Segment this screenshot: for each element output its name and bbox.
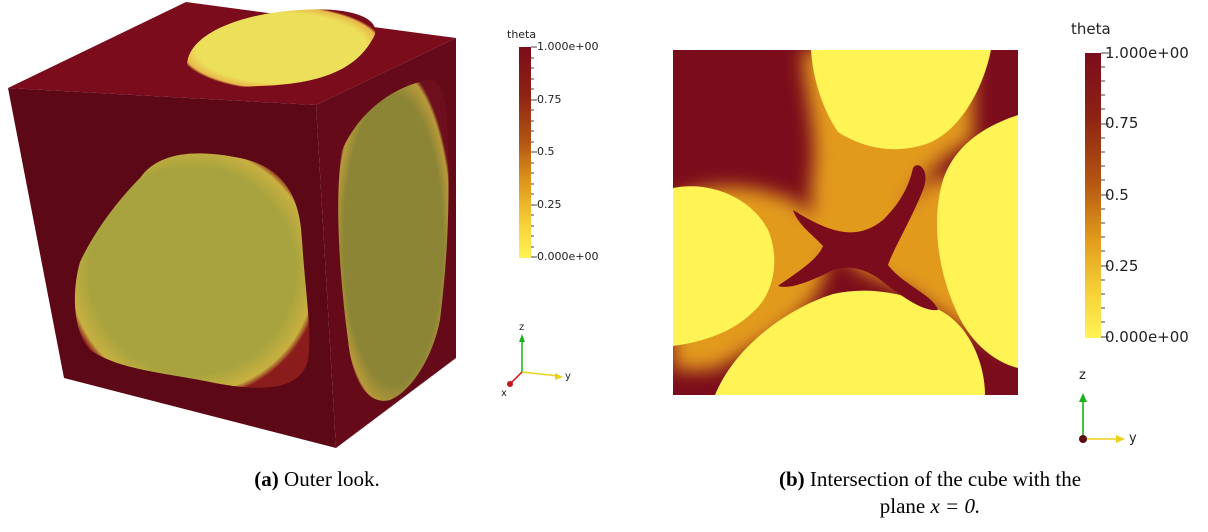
- legend-b-tick-2: 0.5: [1105, 186, 1129, 204]
- legend-b-tick-0: 1.000e+00: [1105, 44, 1189, 62]
- caption-a: (a) Outer look.: [152, 466, 482, 493]
- legend-b-tick-3: 0.25: [1105, 257, 1139, 275]
- legend-a-tick-3: 0.25: [537, 198, 562, 211]
- legend-a-tick-1: 0.75: [537, 93, 562, 106]
- slice-blob-left: [673, 186, 775, 346]
- cube-right-blob: [338, 79, 449, 401]
- legend-b-title: theta: [1071, 20, 1111, 38]
- caption-a-text: Outer look.: [284, 467, 380, 491]
- caption-a-label: (a): [254, 467, 279, 491]
- cube-front-blob: [74, 153, 310, 388]
- legend-a-title: theta: [507, 28, 537, 41]
- legend-b-colorbar: [1085, 53, 1101, 338]
- legend-a-tick-0: 1.000e+00: [537, 40, 599, 53]
- axis-a-z-label: z: [519, 322, 525, 333]
- slice-blob-right: [936, 115, 1018, 368]
- figure-a: theta 1.000e+00 0.75 0.5 0.25 0.000e+00 …: [0, 0, 600, 532]
- caption-b-math: x = 0.: [930, 494, 981, 518]
- legend-b-tick-1: 0.75: [1105, 114, 1139, 132]
- axis-a-x-label: x: [501, 388, 507, 399]
- slice-blob-bottom: [715, 290, 985, 395]
- slice-render: [673, 50, 1018, 395]
- caption-b-label: (b): [778, 467, 805, 491]
- legend-b-tick-4: 0.000e+00: [1105, 328, 1189, 346]
- axis-a-y-label: y: [565, 371, 571, 382]
- legend-a-colorbar: [519, 47, 531, 258]
- cube-top-blob: [187, 9, 376, 87]
- axes-triad-a: [507, 334, 563, 387]
- axis-b-y-label: y: [1129, 431, 1137, 446]
- legend-a-tick-2: 0.5: [537, 145, 555, 158]
- legend-a-tick-4: 0.000e+00: [537, 250, 599, 263]
- legend-b-ticks: [1101, 52, 1109, 338]
- cube-render: [8, 2, 456, 448]
- axis-b-z-label: z: [1079, 368, 1086, 383]
- caption-b: (b) Intersection of the cube with the pl…: [710, 466, 1150, 520]
- slice-blob-top: [811, 50, 991, 150]
- caption-b-line2: plane: [879, 494, 931, 518]
- figure-b: theta 1.000e+00 0.75 0.5 0.25 0.000e+00 …: [600, 0, 1208, 532]
- axes-triad-b: [1079, 393, 1125, 443]
- legend-a-ticks: [531, 46, 537, 258]
- caption-b-line1: Intersection of the cube with the: [809, 467, 1082, 491]
